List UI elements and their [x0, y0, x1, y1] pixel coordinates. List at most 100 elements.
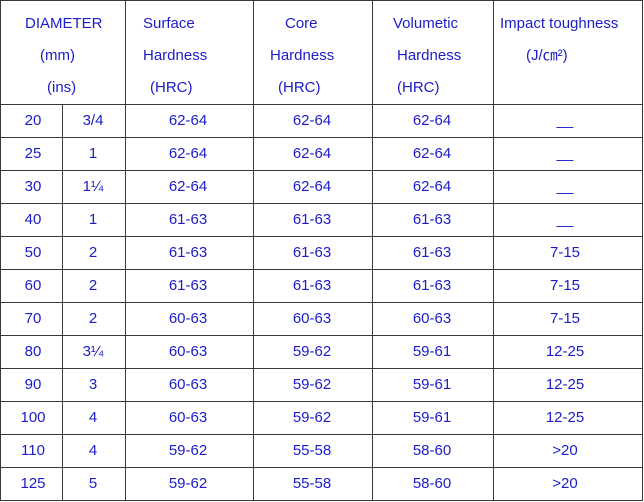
cell-text: 55-58: [292, 442, 332, 459]
col-border: [493, 0, 494, 501]
row-border: [0, 434, 643, 435]
cell-text: 2: [88, 310, 98, 327]
cell-text: __: [556, 145, 574, 162]
cell-text: 59-62: [168, 475, 208, 492]
cell-text: 2: [88, 244, 98, 261]
header-text: (HRC): [397, 79, 440, 96]
header-text: Core: [285, 15, 318, 32]
row-border: [0, 302, 643, 303]
cell-text: 1: [88, 145, 98, 162]
cell-text: 62-64: [412, 178, 452, 195]
cell-text: 62-64: [412, 145, 452, 162]
cell-text: 7-15: [549, 244, 581, 261]
cell-text: 59-62: [292, 409, 332, 426]
cell-text: 4: [88, 409, 98, 426]
cell-text: 61-63: [412, 211, 452, 228]
cell-text: 60-63: [168, 376, 208, 393]
cell-text: 5: [88, 475, 98, 492]
cell-text: 62-64: [168, 145, 208, 162]
cell-text: 59-61: [412, 409, 452, 426]
header-text: Hardness: [270, 47, 335, 64]
cell-text: 3/4: [82, 112, 104, 129]
cell-text: 59-62: [292, 376, 332, 393]
cell-text: 55-58: [292, 475, 332, 492]
cell-text: 60-63: [412, 310, 452, 327]
cell-text: 60-63: [168, 409, 208, 426]
header-text: Hardness: [397, 47, 462, 64]
cell-text: __: [556, 178, 574, 195]
cell-text: 3¼: [82, 343, 104, 360]
cell-text: 61-63: [292, 211, 332, 228]
cell-text: 58-60: [412, 442, 452, 459]
col-border: [253, 0, 254, 501]
cell-text: 12-25: [545, 376, 585, 393]
cell-text: 100: [20, 409, 46, 426]
col-border: [62, 104, 63, 501]
cell-text: 3: [88, 376, 98, 393]
row-border: [0, 236, 643, 237]
cell-text: 59-61: [412, 376, 452, 393]
header-text: (HRC): [278, 79, 321, 96]
cell-text: 7-15: [549, 310, 581, 327]
header-text: (mm): [40, 47, 75, 64]
cell-text: 61-63: [412, 244, 452, 261]
row-border: [0, 335, 643, 336]
header-text: Surface: [143, 15, 195, 32]
cell-text: 2: [88, 277, 98, 294]
cell-text: 110: [21, 442, 45, 459]
cell-text: 80: [24, 343, 42, 360]
cell-text: 62-64: [168, 112, 208, 129]
cell-text: 1: [88, 211, 98, 228]
cell-text: 60-63: [292, 310, 332, 327]
cell-text: 61-63: [292, 277, 332, 294]
cell-text: 59-62: [292, 343, 332, 360]
cell-text: 59-61: [412, 343, 452, 360]
cell-text: 62-64: [292, 112, 332, 129]
row-border: [0, 269, 643, 270]
cell-text: 12-25: [545, 343, 585, 360]
cell-text: 70: [24, 310, 42, 327]
header-text: Hardness: [143, 47, 208, 64]
cell-text: >20: [552, 475, 578, 492]
cell-text: 61-63: [412, 277, 452, 294]
border: [0, 0, 643, 1]
col-border: [372, 0, 373, 501]
header-text: Impact toughness: [500, 15, 619, 32]
col-border: [642, 0, 643, 501]
cell-text: 62-64: [292, 145, 332, 162]
cell-text: 62-64: [168, 178, 208, 195]
header-text: (ins): [47, 79, 77, 96]
row-border: [0, 203, 643, 204]
row-border: [0, 137, 643, 138]
cell-text: >20: [552, 442, 578, 459]
row-border: [0, 104, 643, 105]
cell-text: 20: [24, 112, 42, 129]
cell-text: 60: [24, 277, 42, 294]
cell-text: 59-62: [168, 442, 208, 459]
row-border: [0, 401, 643, 402]
cell-text: 7-15: [549, 277, 581, 294]
cell-text: 50: [24, 244, 42, 261]
cell-text: __: [556, 211, 574, 228]
row-border: [0, 467, 643, 468]
cell-text: 60-63: [168, 343, 208, 360]
cell-text: 25: [24, 145, 42, 162]
row-border: [0, 368, 643, 369]
col-border: [125, 0, 126, 501]
cell-text: 62-64: [412, 112, 452, 129]
header-text: (HRC): [150, 79, 193, 96]
cell-text: 60-63: [168, 310, 208, 327]
cell-text: 61-63: [292, 244, 332, 261]
col-border: [0, 0, 1, 501]
header-text: (J/㎝²): [526, 47, 568, 64]
cell-text: 40: [24, 211, 42, 228]
cell-text: 61-63: [168, 244, 208, 261]
header-text: DIAMETER: [25, 15, 103, 32]
cell-text: 30: [24, 178, 42, 195]
cell-text: __: [556, 112, 574, 129]
cell-text: 1¼: [82, 178, 104, 195]
cell-text: 125: [20, 475, 46, 492]
header-text: Volumetic: [393, 15, 459, 32]
cell-text: 12-25: [545, 409, 585, 426]
